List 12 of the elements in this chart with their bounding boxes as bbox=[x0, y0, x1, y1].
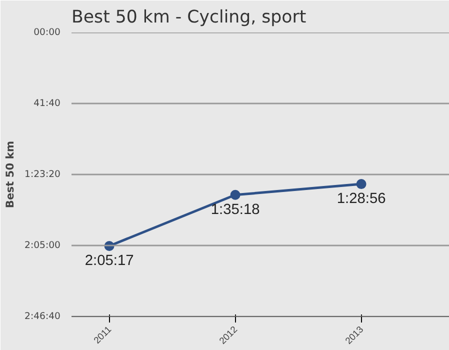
data-label: 1:35:18 bbox=[210, 202, 260, 218]
point bbox=[230, 190, 240, 200]
point bbox=[356, 179, 366, 190]
data-label: 2:05:17 bbox=[84, 252, 134, 269]
y-tick-label: 00:00 bbox=[34, 27, 61, 38]
y-tick-label: 1:23:20 bbox=[24, 169, 61, 180]
y-tick-label: 2:46:40 bbox=[24, 311, 61, 322]
y-tick-label: 41:40 bbox=[34, 98, 61, 109]
data-label: 1:28:56 bbox=[336, 191, 386, 208]
y-axis-title: Best 50 km bbox=[4, 140, 17, 208]
y-tick-label: 2:05:00 bbox=[24, 240, 61, 251]
chart-title: Best 50 km - Cycling, sport bbox=[72, 8, 306, 28]
